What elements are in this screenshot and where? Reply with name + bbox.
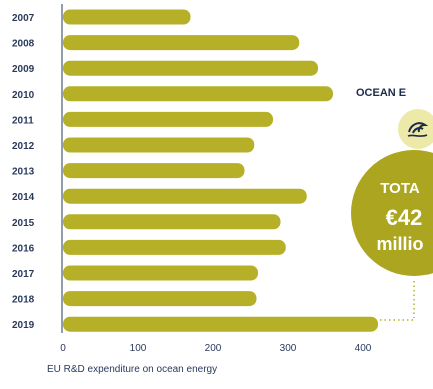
x-tick-label-400: 400 — [355, 343, 372, 354]
bar-2015 — [63, 214, 281, 230]
ocean-energy-callout: OCEAN E TOTA €42 millio — [351, 87, 433, 321]
bar-2008 — [63, 35, 300, 51]
total-value: €42 — [386, 205, 423, 230]
bar-2009 — [63, 60, 318, 76]
callout-title: OCEAN E — [356, 87, 406, 99]
y-tick-labels: 2007 2008 2009 2010 2011 2012 2013 2014 2015 2016… — [12, 13, 35, 331]
x-tick-labels: 0 100 200 300 400 — [60, 343, 372, 354]
y-tick-label-2015: 2015 — [12, 218, 35, 229]
total-label: TOTA — [380, 180, 420, 197]
y-tick-label-2007: 2007 — [12, 13, 35, 24]
ocean-wave-icon — [407, 122, 429, 137]
total-circle — [351, 150, 433, 276]
bar-2018 — [63, 291, 257, 307]
bars-group — [63, 9, 378, 332]
bar-2007 — [63, 9, 191, 25]
bar-2019 — [63, 316, 378, 332]
y-tick-label-2014: 2014 — [12, 192, 35, 203]
y-tick-label-2010: 2010 — [12, 90, 35, 101]
chart-caption: EU R&D expenditure on ocean energy — [47, 364, 218, 375]
y-tick-label-2012: 2012 — [12, 141, 35, 152]
x-tick-label-0: 0 — [60, 343, 66, 354]
y-tick-label-2019: 2019 — [12, 320, 35, 331]
y-tick-label-2013: 2013 — [12, 167, 35, 178]
y-tick-label-2008: 2008 — [12, 39, 35, 50]
y-tick-label-2011: 2011 — [12, 115, 34, 126]
total-unit: millio — [376, 234, 423, 254]
x-tick-label-100: 100 — [130, 343, 147, 354]
bar-2016 — [63, 239, 286, 255]
bar-2014 — [63, 188, 307, 204]
x-tick-label-300: 300 — [280, 343, 297, 354]
y-tick-label-2009: 2009 — [12, 64, 35, 75]
bar-2010 — [63, 86, 333, 102]
bar-2013 — [63, 163, 245, 179]
bar-2017 — [63, 265, 258, 281]
bar-2011 — [63, 111, 273, 127]
y-tick-label-2017: 2017 — [12, 269, 35, 280]
x-tick-label-200: 200 — [205, 343, 222, 354]
y-tick-label-2016: 2016 — [12, 243, 35, 254]
y-tick-label-2018: 2018 — [12, 295, 35, 306]
bar-2012 — [63, 137, 255, 153]
